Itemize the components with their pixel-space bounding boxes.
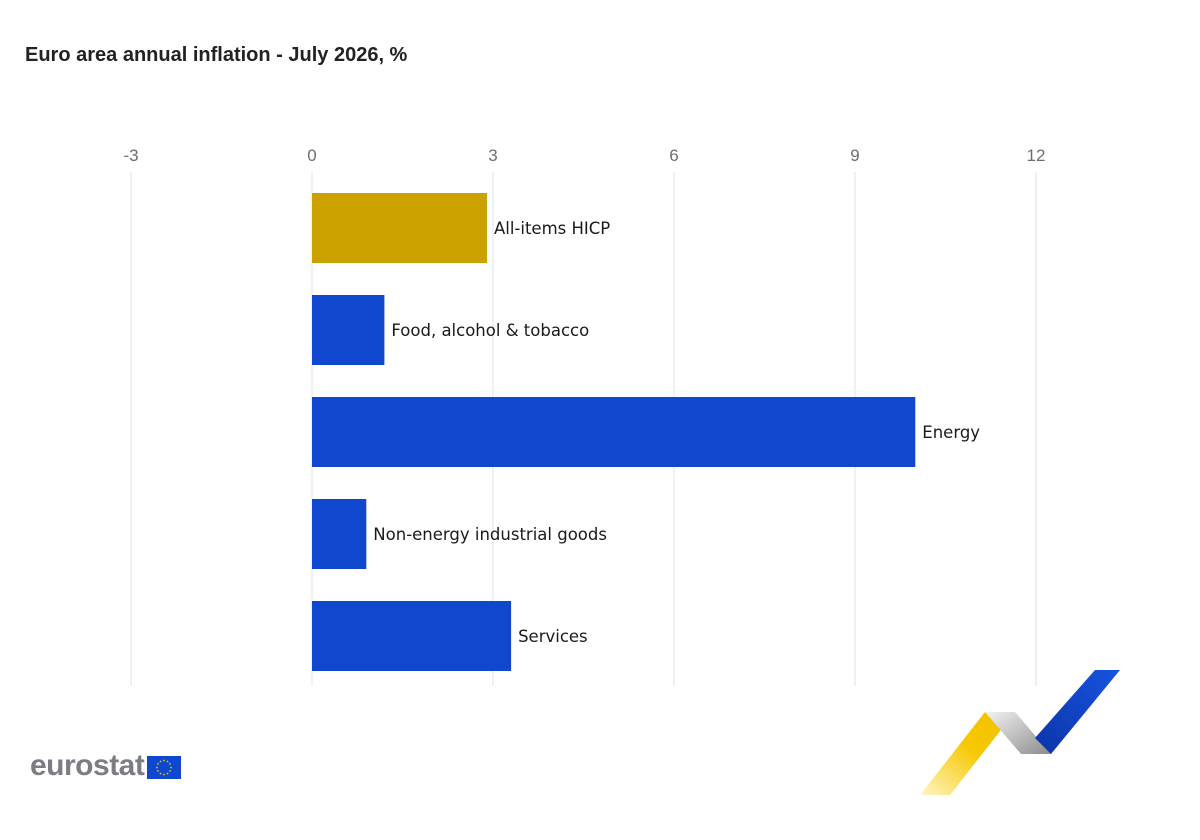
eurostat-logo: eurostat — [30, 749, 182, 782]
bar-labels: All-items HICP Food, alcohol & tobacco Ene… — [373, 219, 980, 646]
eu-star — [169, 762, 172, 765]
x-tick-label: 6 — [669, 146, 678, 165]
x-tick-label: 9 — [850, 146, 859, 165]
eu-star — [163, 772, 166, 776]
bar-all-items-hicp — [312, 193, 487, 263]
x-tick-label: 0 — [307, 146, 316, 165]
bar-label: Services — [518, 627, 588, 646]
eu-star — [156, 765, 159, 769]
bar-label: All-items HICP — [494, 219, 610, 238]
bar-energy — [312, 397, 916, 467]
eu-star — [166, 771, 170, 775]
bar-label: Energy — [922, 423, 980, 442]
eurostat-wordmark: eurostat — [30, 749, 145, 782]
ribbon-blue — [1035, 670, 1120, 754]
eu-star — [159, 771, 163, 775]
eurostat-ribbon-graphic — [920, 670, 1120, 795]
bar-non-energy-industrial-goods — [312, 499, 367, 569]
bar-food-alcohol-tobacco — [312, 295, 385, 365]
eu-star — [170, 765, 173, 769]
x-tick-label: -3 — [123, 146, 138, 165]
chart-title: Euro area annual inflation - July 2026, … — [25, 44, 408, 66]
x-axis-tick-labels: -3 0 3 6 9 12 — [123, 146, 1045, 165]
ribbon-yellow — [920, 712, 1015, 795]
x-tick-label: 3 — [488, 146, 497, 165]
eu-star — [159, 759, 163, 762]
eu-star — [157, 769, 160, 772]
eu-star — [157, 762, 160, 765]
eu-flag-icon — [147, 755, 182, 779]
bar-services — [312, 601, 512, 671]
eu-star — [166, 759, 170, 762]
x-tick-label: 12 — [1026, 146, 1045, 165]
bar-label: Non-energy industrial goods — [373, 525, 607, 544]
ribbon-grey — [985, 712, 1051, 754]
bar-chart: -3 0 3 6 9 12 All-items HICP Food, alcohol & t… — [123, 146, 1045, 686]
eu-star — [163, 758, 166, 762]
bars — [312, 193, 916, 671]
bar-label: Food, alcohol & tobacco — [391, 321, 589, 340]
eu-star — [169, 769, 172, 772]
